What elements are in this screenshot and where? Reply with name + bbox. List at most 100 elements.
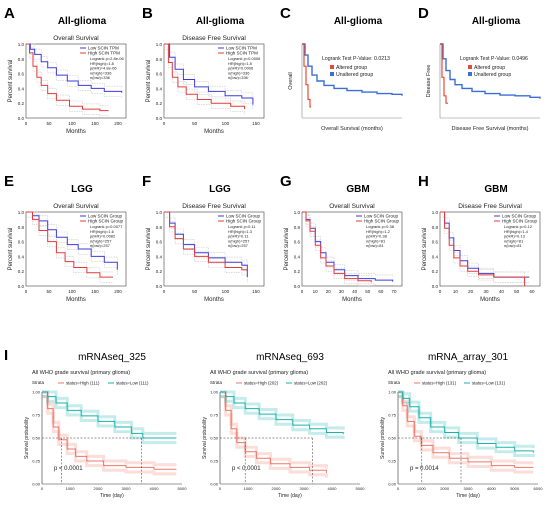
ci-band-high [220,390,328,469]
panel-letter: F [142,173,151,190]
y-tick-label: 0.2 [432,269,439,274]
stat-line: n(high)=81 [504,238,524,243]
y-tick-label: 1.0 [156,42,163,47]
x-tick-label: 0 [41,486,44,491]
stat-line: HR(high)=1.3 [228,229,253,234]
x-tick-label: 50 [514,289,520,294]
y-tick-label: 0.8 [294,225,301,230]
low-status-curve [220,391,344,435]
low-group-curve [164,43,254,105]
km-plot-1: mRNAseq_325 All WHO grade survival (prima… [24,352,187,499]
ci-curve [26,43,122,88]
x-tick-label: 50 [192,289,198,294]
logrank-pvalue: Logrank Test P-Value: 0.0213 [322,56,390,62]
panel-title: All-glioma [334,16,383,27]
legend-swatch-altered [468,65,472,69]
y-axis-label: Percent survival [8,228,14,271]
plot-frame [301,211,403,287]
y-tick-label: 0.8 [156,57,163,62]
y-tick-label: 1.0 [156,210,163,215]
x-tick-label: 2000 [440,486,450,491]
high-group-curve [26,211,113,278]
low-status-curve [398,391,534,453]
legend-label: Altered group [336,65,367,71]
strata-label: Strata [388,380,401,385]
strata-label: Strata [210,380,223,385]
y-tick-label: 1.00 [32,390,41,395]
x-axis-label: Months [342,297,362,303]
x-tick-label: 3000 [464,486,474,491]
low-status-curve [42,391,177,439]
legend-swatch-altered [330,65,334,69]
unaltered-curve [302,43,403,96]
altered-curve [302,43,311,108]
panel-letter: E [4,173,14,190]
y-axis-label: Survival probability [380,417,386,459]
unaltered-curve [440,43,541,99]
y-axis-label: Percent survival [422,228,428,271]
x-tick-label: 50 [46,121,52,126]
legend-label: status=Low (131) [472,381,506,386]
legend-swatch-unaltered [468,72,472,76]
high-status-curve [398,391,534,468]
stat-line: p(HR)=0.0082 [90,234,116,239]
stat-line: Logrank p=2.8e-06 [90,56,124,61]
ci-curve [440,216,525,286]
high-group-curve [164,211,248,272]
plot-subtitle: All WHO grade survival (primary glioma) [32,370,130,376]
x-tick-label: 20 [468,289,474,294]
stat-line: HR(high)=1.2 [366,229,391,234]
panel-letter: D [418,5,429,22]
y-axis-label: Percent survival [284,228,290,271]
y-tick-label: 0.4 [156,254,163,259]
y-tick-label: 0.8 [18,225,25,230]
plot-subtitle: All WHO grade survival (primary glioma) [388,370,486,376]
legend-label: Altered group [474,65,505,71]
panel-c: C All-glioma Logrank Test P-Value: 0.0213 A… [280,5,403,132]
y-tick-label: 0.50 [210,436,219,441]
stat-line: HR(high)=1.5 [228,61,253,66]
x-tick-label: 20 [326,289,332,294]
x-tick-label: 1000 [66,486,76,491]
stat-line: Logrank p=0.0077 [90,224,123,229]
y-tick-label: 0.25 [210,459,219,464]
x-tick-label: 2000 [272,486,282,491]
stat-line: n(high)=257 [228,238,250,243]
x-tick-label: 150 [252,121,260,126]
x-tick-label: 0 [219,486,222,491]
y-axis-label: Percent survival [146,228,152,271]
ci-curve [164,48,254,110]
panel-g: G GBM Overall Survival 0.0 0.2 0.4 0.6 0.8 1.0 0 1… [280,173,403,303]
legend-label: Low SCIN TPM [88,46,119,51]
x-tick-label: 60 [529,289,535,294]
y-tick-label: 0.6 [432,240,439,245]
x-tick-label: 30 [339,289,345,294]
legend-label: High SCIN Group [364,219,400,224]
panel-title: GBM [346,184,369,195]
ci-band-high [42,390,177,467]
legend-swatch-unaltered [330,72,334,76]
x-tick-label: 4000 [150,486,160,491]
stat-line: n(low)=81 [366,243,384,248]
x-tick-label: 40 [352,289,358,294]
x-axis-label: Months [66,129,86,135]
strata-label: Strata [32,380,45,385]
x-axis-label: Time (day) [100,493,124,499]
legend-label: status=Low (202) [294,381,328,386]
y-tick-label: 0.2 [156,269,163,274]
ci-curve [26,43,109,106]
x-tick-label: 4000 [328,486,338,491]
panel-title: LGG [209,184,231,195]
legend-label: High SCIN TPM [88,51,120,56]
stat-line: n(high)=257 [90,238,112,243]
panel-title: All-glioma [58,16,107,27]
x-tick-label: 0 [25,289,28,294]
panel-e: E LGG Overall Survival 0.0 0.2 0.4 0.6 0.8 1.0 0 5… [4,173,127,303]
x-tick-label: 1000 [417,486,427,491]
legend-label: status=Low (111) [116,381,149,386]
y-tick-label: 1.00 [210,390,219,395]
altered-curve [440,43,448,104]
plot-title: mRNA_array_301 [428,352,508,363]
y-tick-label: 0.50 [32,436,41,441]
high-group-curve [164,43,246,110]
